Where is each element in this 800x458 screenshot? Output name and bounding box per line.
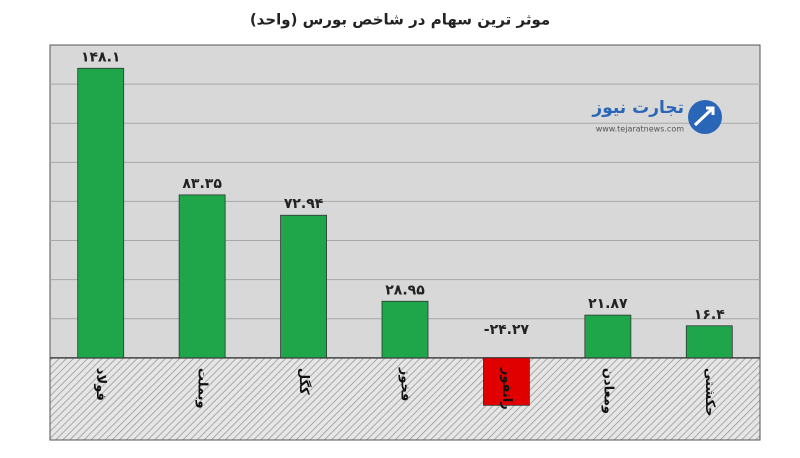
- bar: [178, 194, 226, 359]
- chart-title: موثر ترین سهام در شاخص بورس (واحد): [250, 11, 550, 29]
- data-label: ۱۶.۴: [694, 307, 725, 323]
- x-tick-label: فولاد: [93, 368, 108, 401]
- logo-url: www.tejaratnews.com: [596, 125, 684, 134]
- bar: [77, 67, 125, 359]
- x-tick-label: وبملت: [195, 368, 210, 409]
- bar: [280, 214, 327, 359]
- bar: [381, 300, 429, 359]
- x-tick-label: فخوز: [398, 367, 413, 402]
- data-label: ۸۳.۳۵: [182, 176, 222, 192]
- bar: [584, 314, 632, 359]
- bar: [483, 357, 530, 406]
- bar: [685, 325, 733, 359]
- logo-text: تجارت نیوز: [591, 98, 684, 118]
- x-tick-label: ومعادن: [600, 368, 615, 414]
- x-tick-label: کگل: [296, 368, 312, 395]
- data-label: -۲۴.۲۷: [484, 322, 530, 338]
- data-label: ۲۱.۸۷: [588, 296, 628, 312]
- data-label: ۲۸.۹۵: [385, 282, 425, 298]
- data-label: ۷۲.۹۴: [284, 196, 324, 212]
- x-tick-label: حکشتی: [702, 368, 717, 417]
- data-label: ۱۴۸.۱: [81, 49, 121, 65]
- watermark: تجارت نیوز www.tejaratnews.com: [591, 98, 722, 134]
- x-tick-label: رانفور: [499, 367, 514, 410]
